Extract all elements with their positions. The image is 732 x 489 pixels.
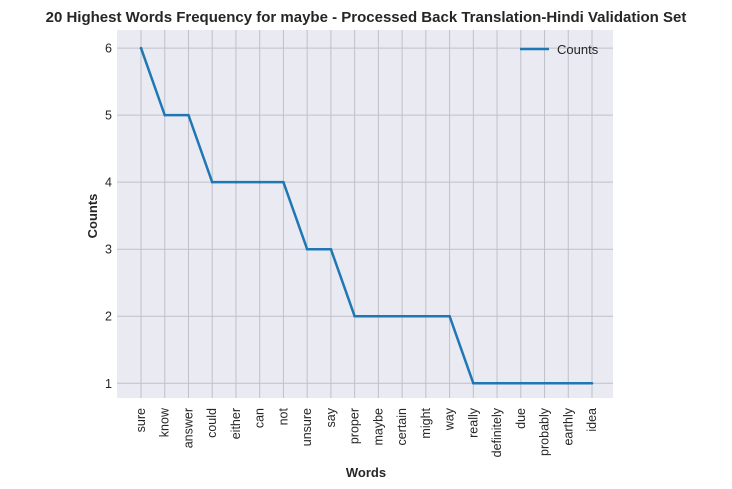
x-tick-label: certain — [395, 408, 409, 446]
data-point — [258, 180, 261, 184]
legend-label-counts: Counts — [557, 42, 599, 57]
data-point — [282, 180, 285, 184]
x-tick-label: can — [253, 408, 267, 428]
x-tick-label: might — [419, 407, 433, 438]
x-tick-label: definitely — [490, 407, 504, 457]
y-tick-label: 4 — [105, 176, 112, 190]
x-tick-label: maybe — [371, 408, 385, 446]
data-point — [424, 314, 428, 318]
chart-title: 20 Highest Words Frequency for maybe - P… — [46, 9, 687, 26]
data-point — [187, 113, 190, 117]
y-tick-labels: 1 2 3 4 5 6 — [105, 42, 112, 391]
data-point — [590, 381, 594, 385]
x-tick-label: idea — [585, 408, 599, 432]
x-tick-label: proper — [348, 408, 362, 444]
x-tick-label: earthly — [561, 407, 575, 445]
y-tick-label: 1 — [105, 377, 112, 391]
x-tick-label: either — [229, 408, 243, 439]
x-tick-label: probably — [538, 407, 552, 456]
data-point — [400, 314, 404, 318]
x-tick-label: due — [514, 408, 528, 429]
y-axis-label: Counts — [85, 194, 100, 239]
x-tick-label: could — [205, 408, 219, 438]
data-point — [234, 180, 238, 184]
legend: Counts — [520, 42, 599, 57]
data-point — [448, 314, 451, 318]
y-tick-label: 6 — [105, 42, 112, 56]
data-point — [305, 247, 309, 251]
series-layer — [139, 46, 594, 385]
data-point — [139, 46, 143, 50]
y-tick-label: 5 — [105, 109, 112, 123]
data-point — [566, 381, 570, 385]
data-point — [377, 314, 380, 318]
data-point — [543, 381, 546, 385]
y-tick-label: 3 — [105, 243, 112, 257]
data-point — [519, 381, 523, 385]
gridlines — [117, 30, 613, 398]
y-tick-label: 2 — [105, 310, 112, 324]
x-tick-label: unsure — [300, 408, 314, 446]
x-tick-labels: sure know answer could either can not unsure say… — [134, 407, 599, 457]
data-point — [472, 381, 475, 385]
x-tick-label: know — [158, 407, 172, 437]
data-point — [495, 381, 499, 385]
data-point — [329, 247, 333, 251]
x-tick-label: really — [466, 407, 480, 438]
data-point — [163, 113, 167, 117]
series-line-counts — [139, 47, 592, 385]
x-tick-label: sure — [134, 408, 148, 432]
plot-area — [117, 30, 613, 398]
data-point — [353, 314, 356, 318]
x-tick-label: not — [276, 407, 290, 425]
x-tick-label: answer — [181, 408, 195, 448]
x-tick-label: say — [324, 407, 338, 427]
data-point — [210, 180, 214, 184]
x-axis-label: Words — [346, 465, 386, 480]
x-tick-label: way — [443, 407, 457, 431]
